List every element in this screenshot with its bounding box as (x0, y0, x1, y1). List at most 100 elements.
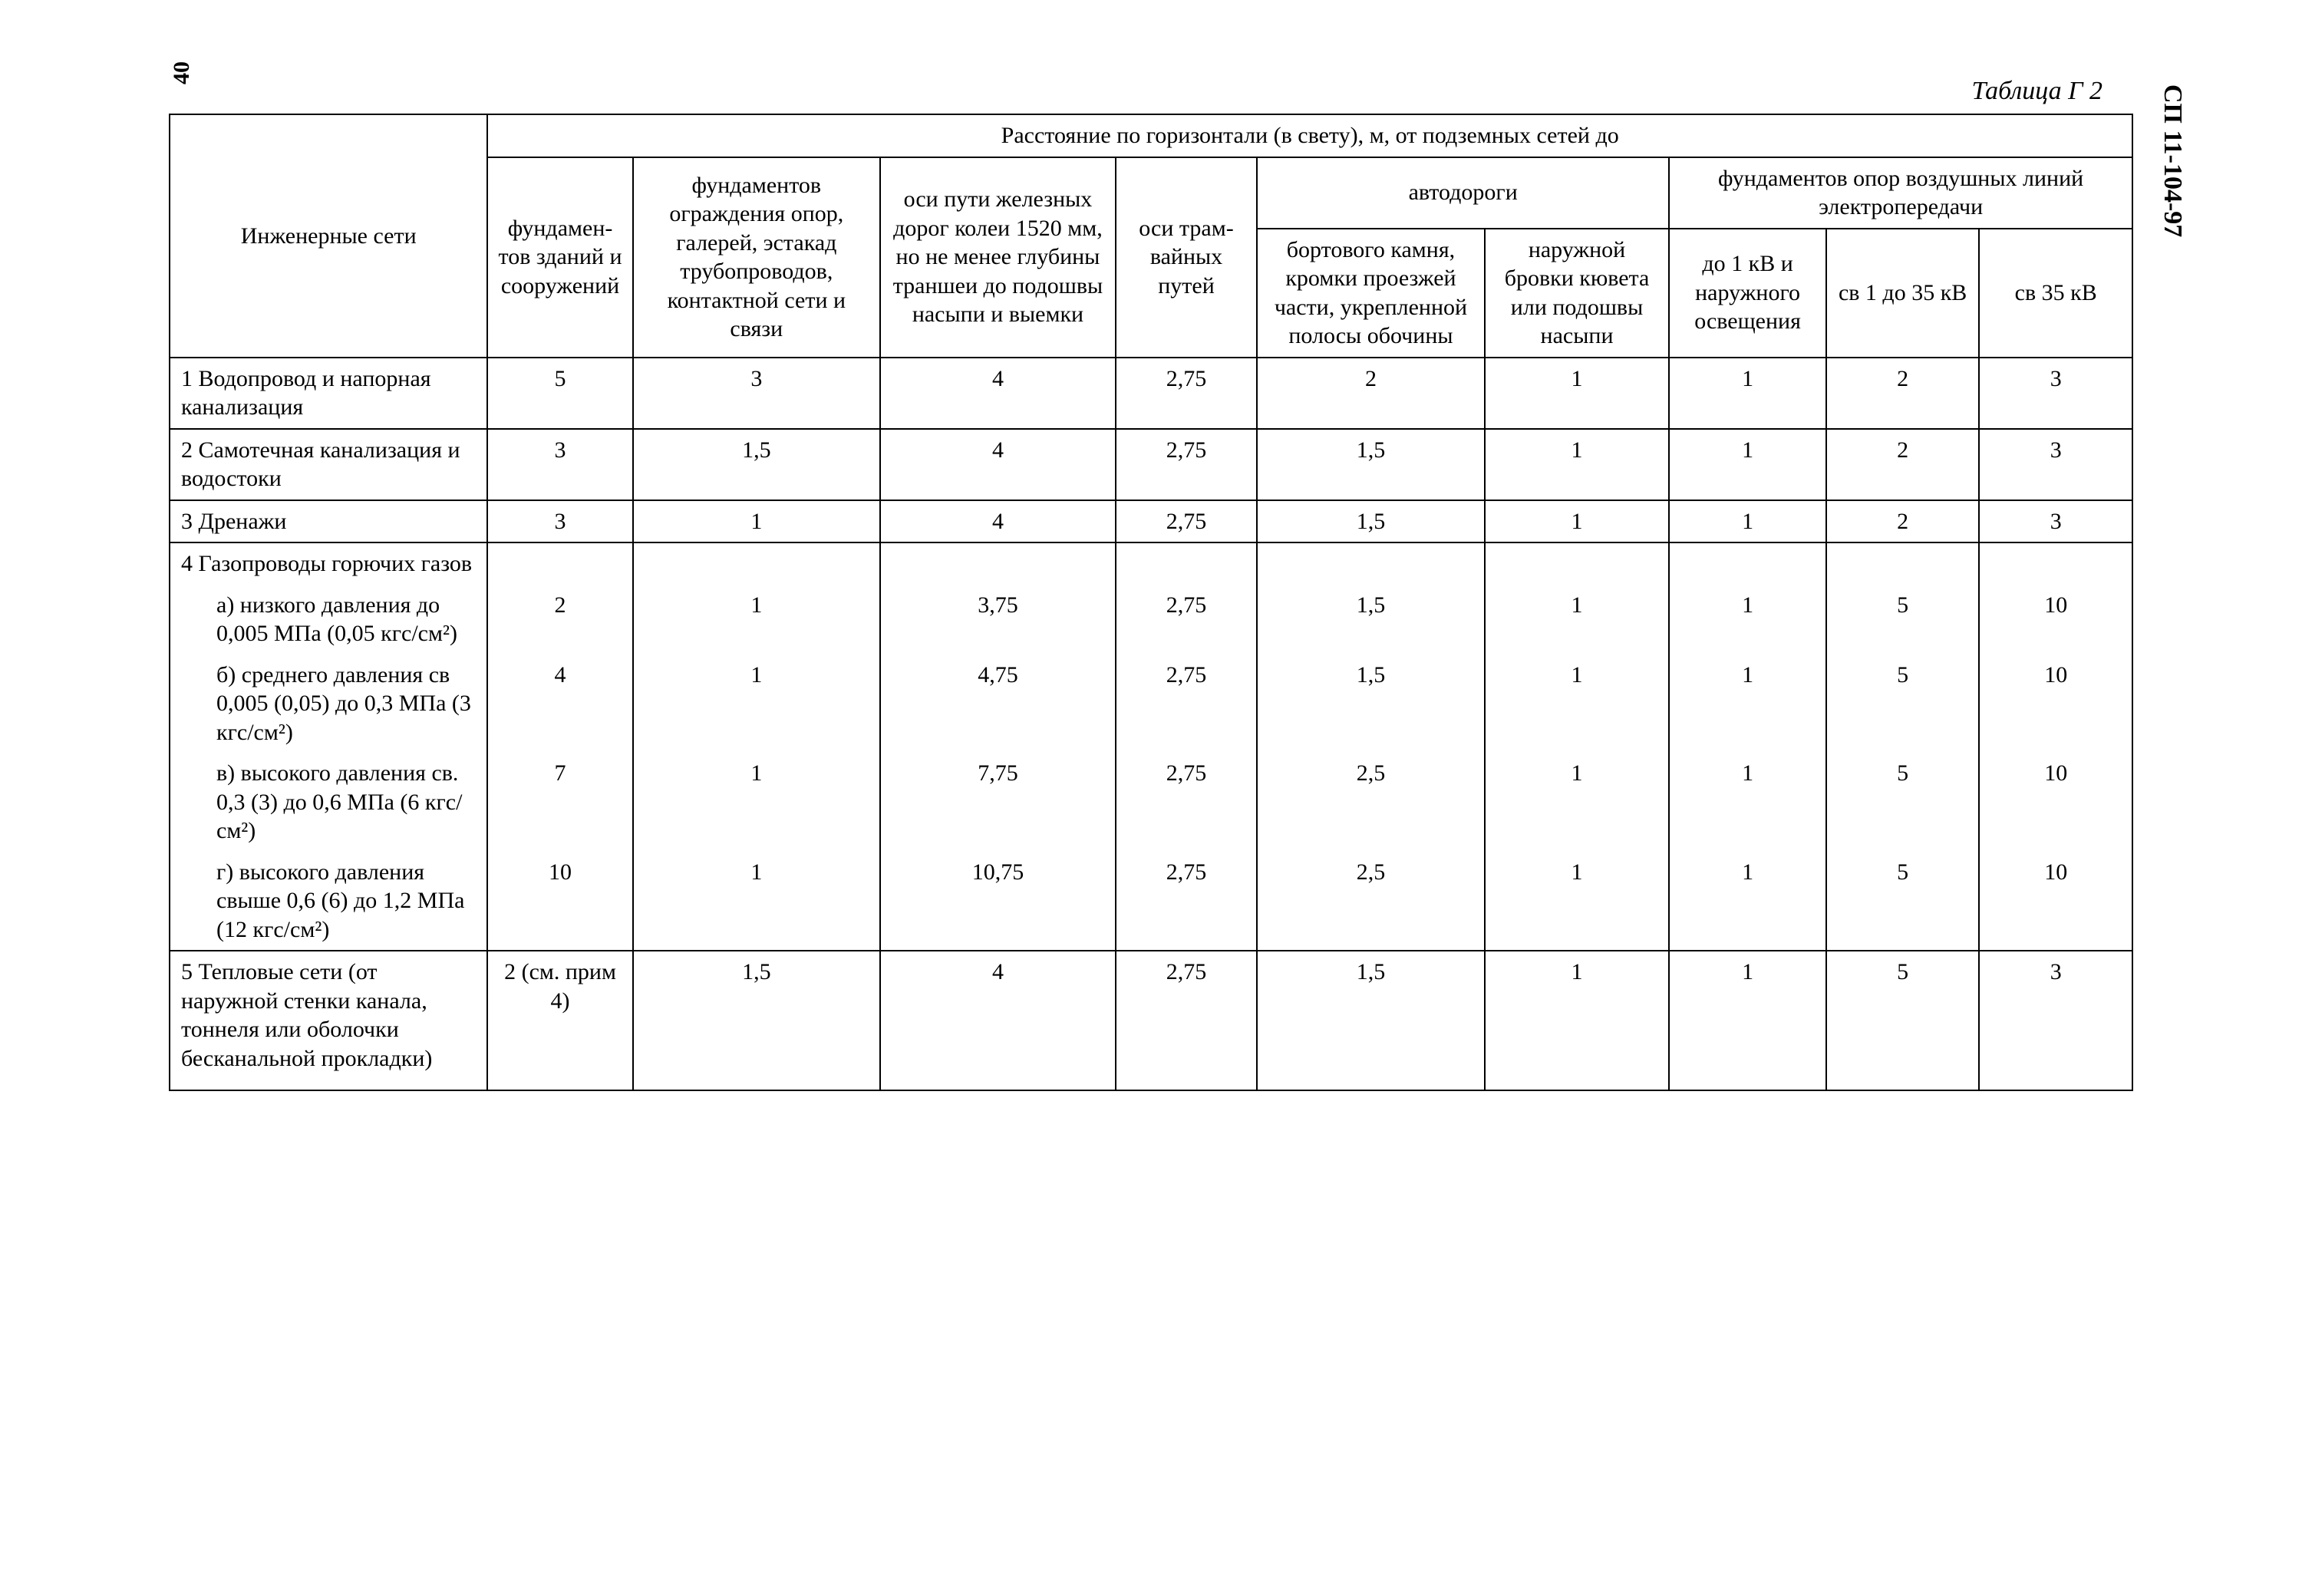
header-c7: до 1 кВ и наружного освещения (1669, 229, 1826, 358)
cell: 3 (1979, 500, 2132, 543)
cell: 1 (1669, 358, 1826, 429)
cell: 2 (1826, 358, 1980, 429)
cell: 2,75 (1116, 585, 1257, 655)
header-c5: бортового камня, кромки проезжей части, … (1257, 229, 1485, 358)
row-label: в) высокого дав­ления св. 0,3 (3) до 0,6… (170, 753, 487, 852)
cell: 2 (1826, 500, 1980, 543)
cell: 1 (1485, 358, 1669, 429)
cell: 4 (880, 429, 1116, 500)
header-nets: Инженерные сети (170, 114, 487, 358)
cell: 1 (1669, 585, 1826, 655)
cell: 3 (487, 429, 632, 500)
cell (880, 542, 1116, 585)
cell (633, 542, 880, 585)
cell: 7 (487, 753, 632, 852)
cell: 5 (487, 358, 632, 429)
cell: 2 (1257, 358, 1485, 429)
cell: 1 (1669, 655, 1826, 753)
cell: 3 (487, 500, 632, 543)
cell: 1 (1485, 753, 1669, 852)
table-row: 3 Дренажи 3 1 4 2,75 1,5 1 1 2 3 (170, 500, 2132, 543)
row-label: г) высокого дав­ления свыше 0,6 (6) до 1… (170, 852, 487, 951)
cell: 2,75 (1116, 753, 1257, 852)
cell (1979, 542, 2132, 585)
cell: 2 (1826, 429, 1980, 500)
header-c4: оси трам­вайных путей (1116, 157, 1257, 358)
table-row: 4 Газопроводы горючих газов (170, 542, 2132, 585)
header-c9: св 35 кВ (1979, 229, 2132, 358)
table-row: в) высокого дав­ления св. 0,3 (3) до 0,6… (170, 753, 2132, 852)
cell: 3 (1979, 951, 2132, 1079)
header-c8: св 1 до 35 кВ (1826, 229, 1980, 358)
cell: 10 (1979, 753, 2132, 852)
cell: 5 (1826, 951, 1980, 1079)
cell: 1,5 (1257, 500, 1485, 543)
cell: 2,75 (1116, 951, 1257, 1079)
cell: 10 (487, 852, 632, 951)
cell: 1 (1485, 429, 1669, 500)
cell: 1 (1485, 500, 1669, 543)
row-label: 5 Тепловые сети (от наружной стенки кана… (170, 951, 487, 1079)
document-code: СП 11-104-97 (2158, 84, 2187, 237)
cell: 3,75 (880, 585, 1116, 655)
cell: 1 (1669, 753, 1826, 852)
header-c1: фундамен­тов зданий и сооруже­ний (487, 157, 632, 358)
cell (1669, 542, 1826, 585)
cell (1116, 542, 1257, 585)
cell: 1 (633, 655, 880, 753)
cell: 1 (633, 585, 880, 655)
cell: 10,75 (880, 852, 1116, 951)
cell: 1 (1485, 585, 1669, 655)
cell: 1,5 (633, 951, 880, 1079)
row-label: а) низкого давле­ния до 0,005 МПа (0,05 … (170, 585, 487, 655)
header-power-span: фундаментов опор воздушных линий электро… (1669, 157, 2132, 229)
header-main-span: Расстояние по горизонтали (в свету), м, … (487, 114, 2132, 157)
cell: 1 (1669, 429, 1826, 500)
cell (1826, 542, 1980, 585)
cell: 5 (1826, 655, 1980, 753)
cell: 1 (1669, 852, 1826, 951)
cell: 1,5 (1257, 655, 1485, 753)
cell: 1,5 (1257, 951, 1485, 1079)
cell: 1,5 (1257, 429, 1485, 500)
cell: 1,5 (633, 429, 880, 500)
cell: 4 (487, 655, 632, 753)
cell: 4 (880, 500, 1116, 543)
cell: 2,5 (1257, 753, 1485, 852)
table-row: г) высокого дав­ления свыше 0,6 (6) до 1… (170, 852, 2132, 951)
cell: 2 (см. прим 4) (487, 951, 632, 1079)
cell: 3 (1979, 429, 2132, 500)
cell: 1 (1669, 500, 1826, 543)
cell (487, 542, 632, 585)
cell: 1 (633, 753, 880, 852)
table-row: а) низкого давле­ния до 0,005 МПа (0,05 … (170, 585, 2132, 655)
cell: 1 (1485, 852, 1669, 951)
cell: 3 (1979, 358, 2132, 429)
row-label: 4 Газопроводы горючих газов (170, 542, 487, 585)
cell: 5 (1826, 585, 1980, 655)
cell: 10 (1979, 655, 2132, 753)
table-row: б) среднего дав­ления св 0,005 (0,05) до… (170, 655, 2132, 753)
cell: 2 (487, 585, 632, 655)
cell: 3 (633, 358, 880, 429)
cell: 2,75 (1116, 358, 1257, 429)
cell: 1 (633, 500, 880, 543)
cell: 2,75 (1116, 429, 1257, 500)
row-label: 1 Водопровод и напор­ная канализация (170, 358, 487, 429)
cell: 7,75 (880, 753, 1116, 852)
cell: 2,75 (1116, 852, 1257, 951)
row-label: 2 Самотечная канали­зация и водостоки (170, 429, 487, 500)
cell: 1 (633, 852, 880, 951)
distances-table: Инженерные сети Расстояние по горизонтал… (169, 114, 2133, 1091)
table-row-spacer (170, 1079, 2132, 1090)
table-caption: Таблица Г 2 (169, 77, 2102, 106)
cell: 5 (1826, 753, 1980, 852)
cell: 5 (1826, 852, 1980, 951)
row-label: б) среднего дав­ления св 0,005 (0,05) до… (170, 655, 487, 753)
header-c3: оси пути желез­ных дорог колеи 1520 мм, … (880, 157, 1116, 358)
page-number: 40 (169, 61, 195, 84)
header-roads-span: автодороги (1257, 157, 1669, 229)
cell: 4 (880, 951, 1116, 1079)
cell: 1,5 (1257, 585, 1485, 655)
cell: 2,75 (1116, 655, 1257, 753)
